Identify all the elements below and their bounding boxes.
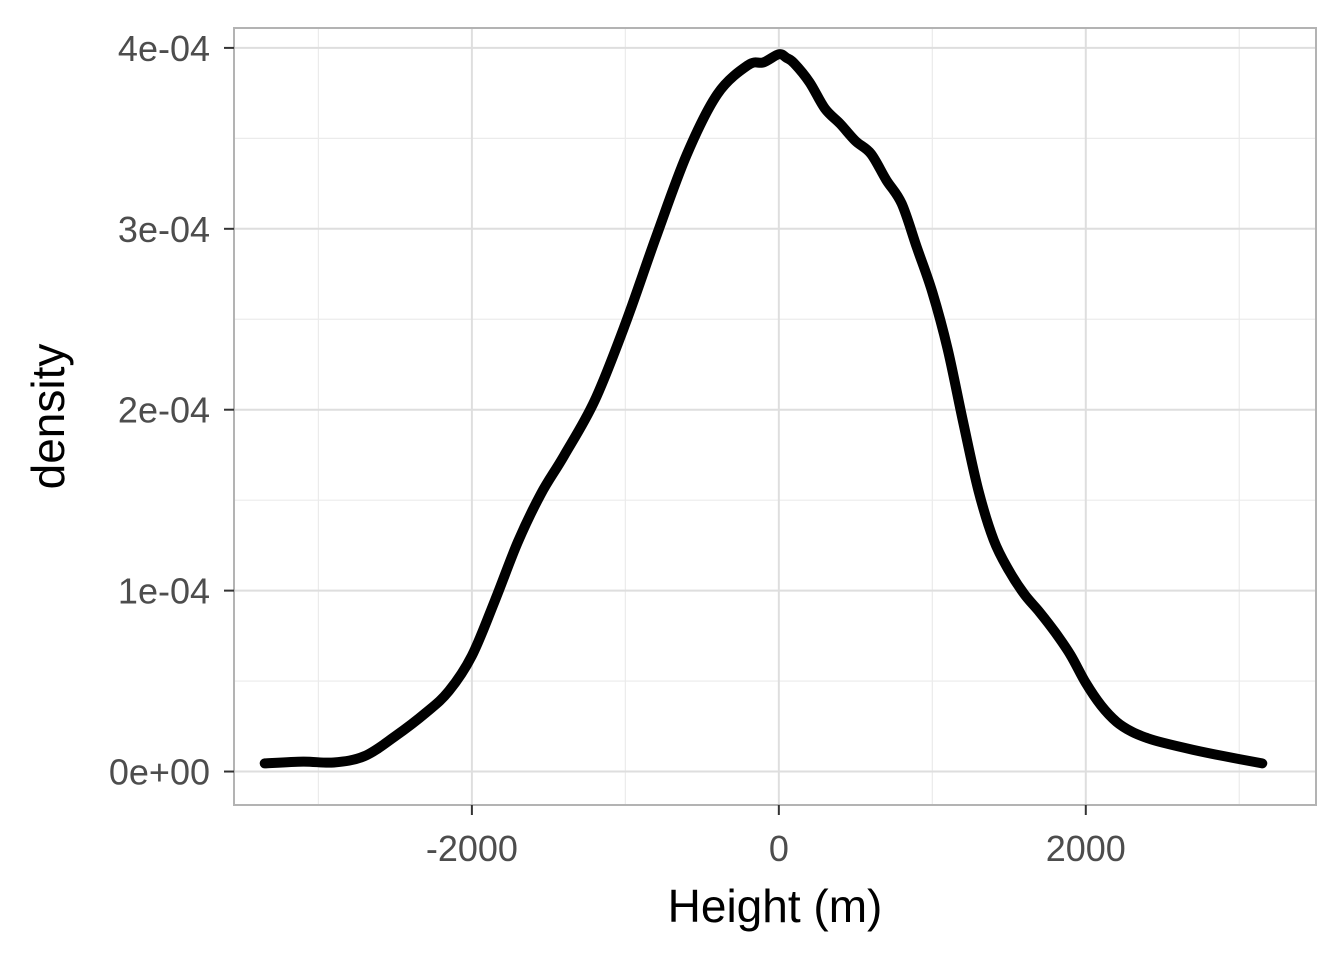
y-tick-label: 2e-04 <box>118 390 210 431</box>
x-tick-label: -2000 <box>426 828 518 869</box>
y-axis-title: density <box>22 344 74 490</box>
panel-border <box>233 27 1317 806</box>
minor-gridlines <box>234 28 1316 805</box>
y-tick-labels: 0e+00 1e-04 2e-04 3e-04 4e-04 <box>109 28 210 793</box>
major-gridlines <box>234 28 1316 805</box>
y-tick-label: 3e-04 <box>118 209 210 250</box>
y-tick-label: 0e+00 <box>109 752 210 793</box>
density-line <box>259 49 1268 769</box>
y-tick-label: 1e-04 <box>118 571 210 612</box>
axis-ticks <box>224 46 1087 815</box>
x-axis-title: Height (m) <box>668 880 883 932</box>
x-tick-label: 0 <box>769 828 789 869</box>
y-tick-label: 4e-04 <box>118 28 210 69</box>
series-layer <box>259 49 1268 769</box>
x-tick-label: 2000 <box>1046 828 1126 869</box>
x-tick-labels: -2000 0 2000 <box>426 828 1126 869</box>
